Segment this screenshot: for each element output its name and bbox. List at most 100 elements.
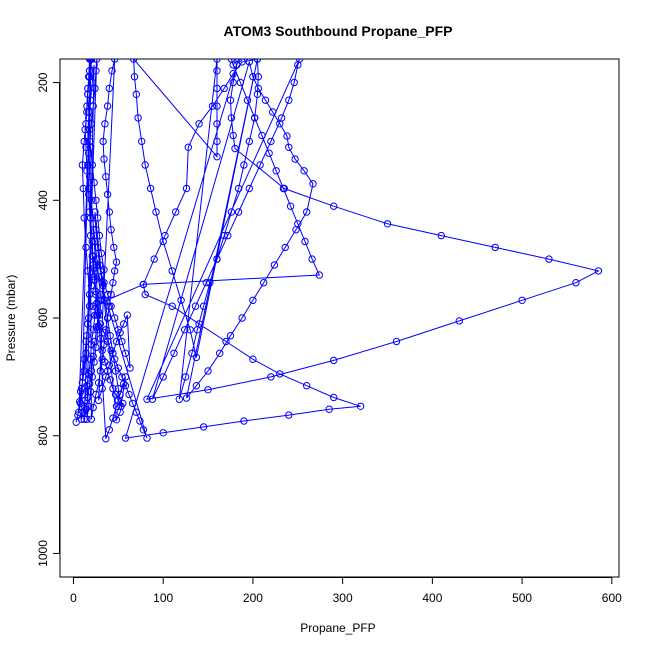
- data-point: [213, 120, 221, 128]
- data-point: [213, 84, 221, 93]
- data-point: [92, 226, 100, 234]
- data-point: [330, 356, 338, 365]
- data-point: [138, 137, 146, 146]
- data-point: [103, 190, 112, 199]
- x-tick-label: 600: [602, 591, 622, 605]
- data-point: [545, 255, 553, 263]
- chart-title: ATOM3 Southbound Propane_PFP: [224, 23, 453, 39]
- data-point: [85, 402, 93, 410]
- data-point: [82, 143, 90, 152]
- data-point: [325, 405, 333, 413]
- data-point: [106, 376, 114, 384]
- data-point: [243, 96, 252, 104]
- data-point: [114, 396, 122, 405]
- data-point: [84, 161, 92, 169]
- data-point: [85, 114, 93, 122]
- data-point: [111, 314, 119, 322]
- data-point: [152, 208, 160, 216]
- x-tick-label: 500: [512, 591, 532, 605]
- data-point: [437, 231, 445, 240]
- data-point: [92, 343, 100, 352]
- data-point: [491, 243, 499, 252]
- data-point: [141, 161, 149, 169]
- data-point: [109, 384, 117, 393]
- plot-frame: [59, 58, 620, 578]
- data-point: [224, 231, 232, 240]
- data-point: [168, 267, 176, 275]
- data-point: [290, 78, 298, 87]
- plot-area: [72, 59, 603, 443]
- data-point: [392, 337, 401, 346]
- data-point: [92, 290, 100, 299]
- data-point: [245, 184, 254, 193]
- data-point: [150, 255, 158, 263]
- data-point: [204, 367, 212, 375]
- data-point: [90, 178, 98, 187]
- data-point: [85, 73, 93, 81]
- data-point: [267, 137, 275, 146]
- data-point: [269, 108, 277, 116]
- data-point: [91, 237, 99, 246]
- data-point: [118, 337, 126, 346]
- data-point: [125, 390, 133, 399]
- series-line: [75, 59, 600, 439]
- data-point: [286, 202, 295, 210]
- data-point: [88, 373, 96, 381]
- data-point: [92, 196, 100, 205]
- data-point: [107, 290, 115, 299]
- data-point: [83, 332, 91, 340]
- data-point: [202, 279, 211, 287]
- data-point: [102, 435, 110, 443]
- y-tick-label: 1000: [36, 540, 50, 567]
- x-tick-label: 200: [243, 591, 263, 605]
- data-point: [84, 267, 92, 275]
- data-point: [240, 417, 248, 425]
- data-point: [117, 402, 125, 410]
- data-point: [89, 252, 97, 260]
- data-point: [103, 102, 112, 110]
- data-point: [177, 296, 185, 305]
- data-point: [83, 415, 91, 423]
- data-point: [139, 280, 148, 289]
- data-point: [309, 180, 317, 188]
- data-point: [98, 384, 106, 393]
- data-point: [132, 408, 141, 416]
- data-point: [182, 184, 191, 193]
- data-point: [75, 408, 83, 416]
- data-point: [186, 326, 194, 334]
- data-point: [96, 334, 105, 343]
- y-tick-label: 600: [36, 308, 50, 328]
- x-tick-label: 100: [153, 591, 173, 605]
- data-point: [130, 73, 139, 81]
- data-point: [249, 355, 257, 363]
- data-point: [175, 395, 184, 403]
- data-point: [136, 417, 144, 425]
- data-point: [88, 161, 96, 169]
- data-point: [276, 370, 284, 378]
- data-point: [234, 208, 243, 216]
- data-point: [249, 73, 257, 81]
- data-point: [100, 155, 108, 163]
- data-point: [86, 231, 95, 240]
- data-point: [108, 67, 116, 75]
- data-point: [114, 384, 122, 393]
- data-point: [204, 386, 212, 394]
- data-point: [95, 231, 104, 240]
- data-point: [92, 390, 100, 399]
- data-point: [226, 332, 235, 340]
- data-point: [143, 395, 151, 403]
- data-point: [132, 90, 141, 98]
- data-point: [285, 143, 293, 152]
- data-point: [89, 352, 97, 360]
- y-tick-label: 400: [36, 190, 50, 210]
- data-point: [220, 84, 228, 93]
- data-point: [85, 208, 94, 216]
- data-point: [85, 108, 93, 116]
- x-tick-label: 0: [70, 591, 77, 605]
- data-point: [98, 279, 106, 287]
- data-point: [231, 144, 239, 153]
- data-point: [594, 267, 603, 275]
- data-point: [103, 337, 112, 346]
- data-point: [172, 208, 180, 216]
